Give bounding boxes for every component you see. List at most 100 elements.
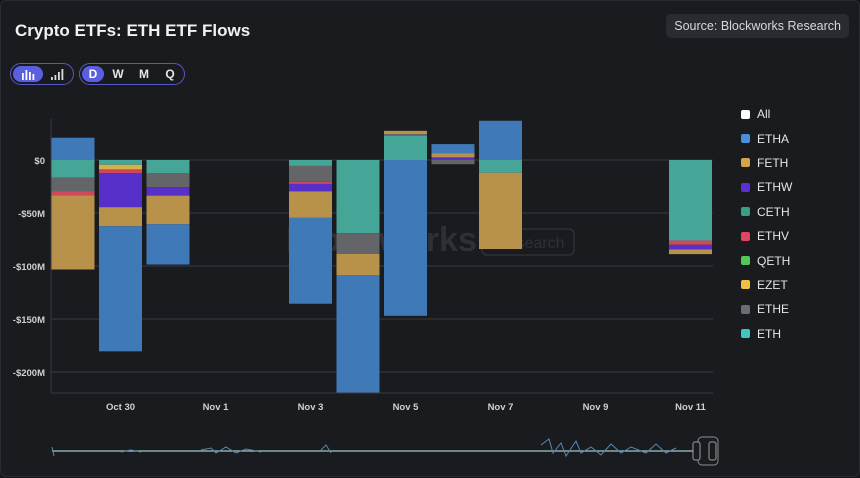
legend-label: ETHA [757, 131, 790, 146]
chart-type-toggle [10, 63, 74, 85]
bar-segment-etha[interactable] [431, 144, 475, 154]
legend-label: QETH [757, 253, 791, 268]
bar-segment-etha[interactable] [479, 120, 522, 160]
bar-segment-feth[interactable] [336, 253, 380, 276]
page-title: Crypto ETFs: ETH ETF Flows [15, 21, 251, 40]
legend-item-etha[interactable]: ETHA [741, 126, 792, 150]
bar-segment-ethw[interactable] [289, 183, 332, 192]
period-week-button[interactable]: W [112, 67, 124, 81]
bar-segment-etha[interactable] [51, 137, 95, 160]
navigator-right-handle[interactable] [708, 441, 717, 461]
legend-item-ethv[interactable]: ETHV [741, 224, 792, 248]
legend-label: All [757, 107, 771, 122]
legend-swatch [741, 182, 750, 192]
legend-item-qeth[interactable]: QETH [741, 248, 792, 272]
stacked-bar-button[interactable] [13, 66, 43, 82]
legend-item-eth[interactable]: ETH [741, 322, 792, 346]
bar-segment-ethe[interactable] [289, 165, 332, 182]
bar-segment-eth[interactable] [51, 160, 95, 178]
legend-item-ceth[interactable]: CETH [741, 200, 792, 224]
y-tick-label: -$50M [18, 209, 45, 220]
legend-label: ETHW [757, 180, 793, 195]
bar-segment-eth[interactable] [479, 160, 522, 173]
legend: All ETHA FETH ETHW CETH ETHV QETH EZET ETHE ETH [741, 102, 792, 346]
bar-segment-eth[interactable] [146, 160, 190, 174]
legend-swatch [741, 134, 750, 144]
legend-item-ethe[interactable]: ETHE [741, 297, 792, 321]
bar-segment-feth[interactable] [431, 153, 475, 158]
legend-swatch [741, 256, 750, 266]
bar-segment-ethe[interactable] [384, 134, 427, 136]
bar-segment-feth[interactable] [289, 191, 332, 218]
legend-item-ethw[interactable]: ETHW [741, 175, 792, 199]
bar-segment-eth[interactable] [99, 160, 142, 165]
bar-segment-feth[interactable] [479, 172, 522, 250]
legend-item-all[interactable]: All [741, 102, 792, 126]
x-tick-label: Nov 11 [675, 402, 706, 413]
bar-segment-eth[interactable] [669, 160, 712, 241]
legend-label: FETH [757, 155, 789, 170]
bar-segment-etha[interactable] [289, 217, 332, 304]
ascending-bars-icon [51, 68, 64, 80]
bar-segment-feth[interactable] [669, 249, 712, 255]
bar-segment-ethe[interactable] [336, 233, 380, 254]
bar-segment-ethv[interactable] [99, 170, 142, 174]
legend-label: CETH [757, 204, 790, 219]
legend-item-feth[interactable]: FETH [741, 151, 792, 175]
bar-segment-ethe[interactable] [146, 173, 190, 188]
bar-segment-feth[interactable] [146, 195, 190, 225]
bar-segment-ethw[interactable] [431, 157, 475, 160]
bar-segment-ethe[interactable] [51, 177, 95, 192]
x-tick-label: Nov 9 [583, 402, 609, 413]
legend-label: EZET [757, 277, 788, 292]
navigator[interactable] [51, 436, 719, 466]
legend-swatch [741, 109, 750, 119]
x-tick-label: Oct 30 [106, 402, 135, 413]
bar-segment-feth[interactable] [384, 130, 427, 135]
x-tick-label: Nov 1 [203, 402, 230, 413]
legend-label: ETHE [757, 302, 790, 317]
x-tick-label: Nov 5 [393, 402, 420, 413]
period-toggle: D W M Q [79, 63, 185, 85]
legend-swatch [741, 207, 750, 217]
legend-swatch [741, 329, 750, 339]
bar-segment-eth[interactable] [384, 135, 427, 160]
legend-item-ezet[interactable]: EZET [741, 273, 792, 297]
legend-swatch [741, 280, 750, 290]
period-month-button[interactable]: M [139, 67, 149, 81]
navigator-left-handle[interactable] [692, 441, 701, 461]
bar-segment-eth[interactable] [336, 160, 380, 234]
y-tick-label: $0 [34, 156, 45, 167]
source-badge: Source: Blockworks Research [666, 14, 849, 38]
bar-segment-etha[interactable] [336, 275, 380, 393]
legend-swatch [741, 304, 750, 314]
bar-segment-etha[interactable] [146, 224, 190, 265]
x-tick-label: Nov 3 [298, 402, 324, 413]
period-day-button[interactable]: D [82, 66, 104, 82]
bar-segment-ethw[interactable] [99, 173, 142, 208]
bar-segment-feth[interactable] [51, 195, 95, 270]
period-quarter-button[interactable]: Q [165, 67, 175, 81]
bar-segment-ethv[interactable] [51, 191, 95, 196]
bar-segment-etha[interactable] [99, 226, 142, 352]
legend-label: ETHV [757, 229, 790, 244]
legend-label: ETH [757, 326, 781, 341]
bar-segment-etha[interactable] [384, 160, 427, 316]
bar-segment-ethw[interactable] [146, 187, 190, 196]
bar-segment-ethe[interactable] [431, 160, 475, 165]
y-tick-label: -$200M [13, 368, 45, 379]
bar-segment-qeth[interactable] [99, 169, 142, 171]
bar-segment-feth[interactable] [99, 207, 142, 227]
navigator-sparkline [51, 438, 677, 458]
y-tick-label: -$100M [13, 262, 45, 273]
cumulative-bar-button[interactable] [43, 66, 71, 82]
bar-segment-ezet[interactable] [99, 164, 142, 170]
legend-swatch [741, 231, 750, 241]
x-tick-label: Nov 7 [488, 402, 514, 413]
bar-segment-ethw[interactable] [669, 244, 712, 250]
bar-segment-eth[interactable] [289, 160, 332, 166]
bar-segment-ethv[interactable] [669, 240, 712, 245]
bar-segment-ethv[interactable] [289, 181, 332, 184]
